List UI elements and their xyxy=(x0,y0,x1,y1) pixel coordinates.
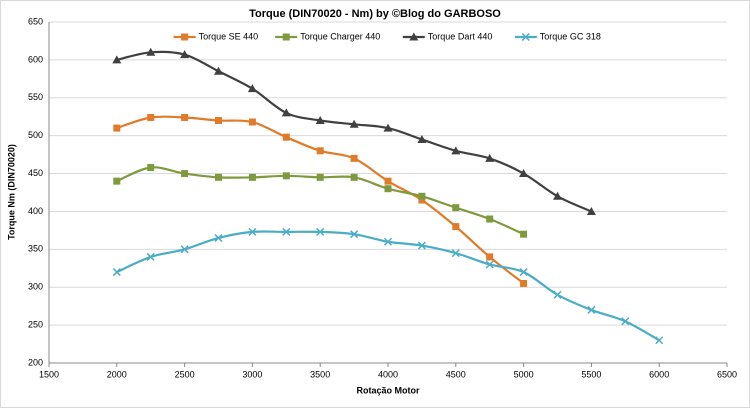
data-point xyxy=(587,305,596,314)
data-point xyxy=(315,116,325,125)
data-point xyxy=(621,317,630,326)
data-point xyxy=(248,227,257,236)
legend-marker xyxy=(521,32,530,42)
y-tick-label: 400 xyxy=(28,206,43,216)
data-point xyxy=(350,154,358,162)
legend-label: Torque Charger 440 xyxy=(300,31,380,41)
data-point xyxy=(553,290,562,299)
data-point xyxy=(281,108,291,117)
y-tick-label: 550 xyxy=(28,92,43,102)
data-point xyxy=(350,230,359,239)
data-point xyxy=(248,118,256,126)
data-point xyxy=(383,237,393,246)
legend-label: Torque Dart 440 xyxy=(428,31,493,41)
data-point xyxy=(519,268,528,277)
chart-title: Torque (DIN70020 - Nm) by ©Blog do GARBO… xyxy=(249,8,501,20)
x-tick-label: 5000 xyxy=(514,369,534,379)
data-point xyxy=(282,227,291,236)
data-point xyxy=(113,124,121,132)
x-tick-label: 6000 xyxy=(649,369,669,379)
x-axis-label: Rotação Motor xyxy=(357,385,420,395)
data-point xyxy=(180,245,189,254)
data-point xyxy=(112,268,121,277)
y-tick-label: 200 xyxy=(28,357,43,367)
x-tick-label: 2500 xyxy=(175,369,195,379)
data-point xyxy=(655,336,664,345)
data-point xyxy=(146,47,156,56)
x-tick-label: 3500 xyxy=(310,369,330,379)
data-point xyxy=(181,170,189,178)
data-point xyxy=(147,163,155,171)
data-point xyxy=(113,177,121,185)
data-point xyxy=(520,230,528,238)
legend-label: Torque SE 440 xyxy=(199,31,259,41)
x-tick-label: 2000 xyxy=(107,369,127,379)
data-point xyxy=(586,206,596,215)
data-point xyxy=(383,123,393,132)
data-point xyxy=(519,169,529,178)
legend-label: Torque GC 318 xyxy=(540,31,601,41)
y-tick-label: 350 xyxy=(28,244,43,254)
data-point xyxy=(214,233,223,242)
legend-marker xyxy=(409,32,419,41)
x-tick-label: 4000 xyxy=(378,369,398,379)
data-point xyxy=(384,185,392,193)
data-point xyxy=(215,173,222,181)
data-point xyxy=(417,134,427,143)
x-tick-label: 4500 xyxy=(446,369,466,379)
data-point xyxy=(215,117,222,125)
data-point xyxy=(451,146,461,155)
data-point xyxy=(417,241,426,250)
data-point xyxy=(214,66,223,75)
data-point xyxy=(520,279,528,287)
data-point xyxy=(452,223,460,231)
x-tick-label: 3000 xyxy=(242,369,262,379)
data-point xyxy=(485,153,495,162)
data-point xyxy=(349,119,359,128)
y-tick-label: 650 xyxy=(28,16,43,26)
data-point xyxy=(247,84,257,93)
data-point xyxy=(486,253,494,261)
data-point xyxy=(248,173,256,181)
data-point xyxy=(418,196,426,204)
data-point xyxy=(316,227,325,236)
x-tick-label: 6500 xyxy=(717,369,737,379)
data-point xyxy=(282,172,290,180)
data-point xyxy=(486,215,494,223)
data-point xyxy=(451,249,460,258)
y-tick-label: 300 xyxy=(28,282,43,292)
data-point xyxy=(146,252,155,261)
x-tick-label: 1500 xyxy=(39,369,59,379)
data-point xyxy=(181,113,189,121)
data-point xyxy=(485,260,494,269)
data-point xyxy=(316,147,324,155)
data-point xyxy=(180,50,190,59)
y-tick-label: 500 xyxy=(28,130,43,140)
y-axis-label: Torque Nm (DIN70020) xyxy=(6,144,16,240)
data-point xyxy=(553,191,562,200)
data-point xyxy=(452,204,460,212)
y-tick-label: 250 xyxy=(28,319,43,329)
data-point xyxy=(418,192,426,200)
y-tick-label: 450 xyxy=(28,168,43,178)
data-point xyxy=(384,177,392,185)
legend-marker xyxy=(181,33,189,41)
x-tick-label: 5500 xyxy=(581,369,601,379)
data-point xyxy=(112,55,122,64)
data-point xyxy=(350,173,358,181)
data-point xyxy=(316,173,324,181)
data-point xyxy=(282,133,290,141)
legend-marker xyxy=(282,33,290,41)
y-tick-label: 600 xyxy=(28,54,43,64)
data-point xyxy=(147,113,155,121)
